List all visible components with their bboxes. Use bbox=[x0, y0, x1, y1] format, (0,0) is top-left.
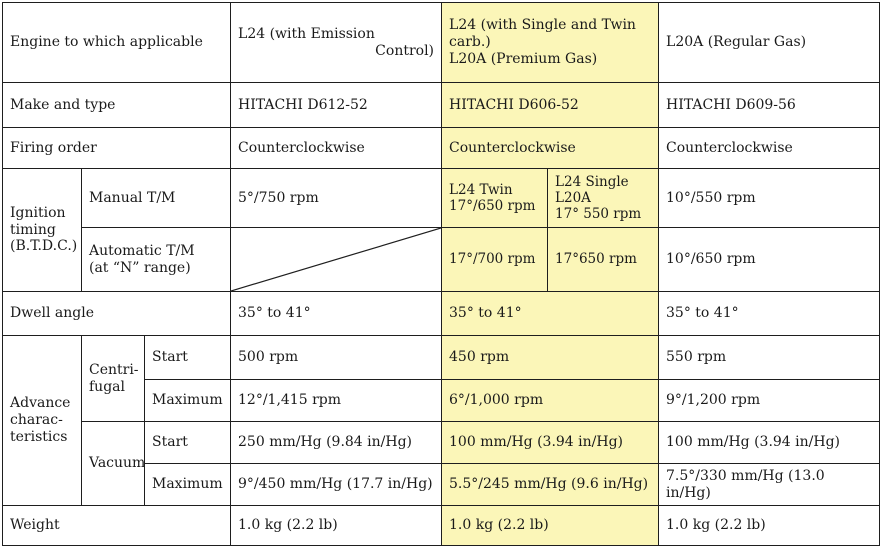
col2-engine-line1: L24 (with Single and Twin bbox=[449, 17, 636, 34]
manual-col2b: L24 Single L20A 17° 550 rpm bbox=[547, 168, 660, 228]
engine-applicable-label: Engine to which applicable bbox=[1, 2, 232, 83]
firing-col1: Counterclockwise bbox=[230, 127, 443, 169]
dwell-col1: 35° to 41° bbox=[230, 291, 443, 336]
manual-col3: 10°/550 rpm bbox=[658, 168, 881, 228]
make-row: Make and type HITACHI D612-52 HITACHI D6… bbox=[1, 82, 881, 128]
make-col2: HITACHI D606-52 bbox=[441, 82, 660, 128]
vacuum-start-col2: 100 mm/Hg (3.94 in/Hg) bbox=[441, 421, 660, 464]
col2-engine-line2: carb.) bbox=[449, 34, 491, 51]
centrifugal-start-label: Start bbox=[143, 335, 232, 380]
centrifugal-max-col2: 6°/1,000 rpm bbox=[441, 379, 660, 422]
vacuum-max-label: Maximum bbox=[143, 463, 232, 506]
vacuum-start-col1: 250 mm/Hg (9.84 in/Hg) bbox=[230, 421, 443, 464]
advance-label: Advance charac- teristics bbox=[2, 335, 82, 506]
manual-col2a: L24 Twin 17°/650 rpm bbox=[441, 168, 549, 228]
vacuum-start-row: Vacuum Start 250 mm/Hg (9.84 in/Hg) 100 … bbox=[3, 421, 881, 506]
centrifugal-max-col1: 12°/1,415 rpm bbox=[230, 379, 443, 422]
automatic-col2b: 17°650 rpm bbox=[547, 227, 660, 292]
weight-label: Weight bbox=[1, 505, 232, 546]
automatic-col2a: 17°/700 rpm bbox=[441, 227, 549, 292]
centrifugal-max-col3: 9°/1,200 rpm bbox=[658, 379, 881, 422]
col2-engine-line3: L20A (Premium Gas) bbox=[449, 50, 598, 67]
ignition-automatic-row: Automatic T/M (at “N” range) 17°/700 rpm… bbox=[3, 227, 881, 292]
manual-col2a-line2: 17°/650 rpm bbox=[449, 198, 536, 214]
firing-row: Firing order Counterclockwise Counterclo… bbox=[1, 127, 881, 169]
firing-label: Firing order bbox=[1, 127, 232, 169]
centrifugal-start-col1: 500 rpm bbox=[230, 335, 443, 380]
firing-col2: Counterclockwise bbox=[441, 127, 660, 169]
ignition-label-line1: Ignition bbox=[10, 204, 66, 221]
vacuum-label: Vacuum bbox=[81, 421, 145, 506]
manual-col2a-line1: L24 Twin bbox=[449, 181, 513, 198]
vacuum-start-col3: 100 mm/Hg (3.94 in/Hg) bbox=[658, 421, 881, 464]
vacuum-start-label: Start bbox=[143, 421, 232, 464]
vacuum-max-row: Maximum 9°/450 mm/Hg (17.7 in/Hg) 5.5°/2… bbox=[3, 463, 881, 506]
advance-label-line3: teristics bbox=[10, 428, 68, 445]
ignition-label: Ignition timing (B.T.D.C.) bbox=[2, 168, 82, 292]
col1-engine-line2: Control) bbox=[375, 42, 435, 59]
advance-label-line2: charac- bbox=[10, 412, 63, 429]
centrifugal-start-col3: 550 rpm bbox=[658, 335, 881, 380]
advance-label-line1: Advance bbox=[10, 395, 71, 412]
col1-engine-line1: L24 (with Emission bbox=[238, 25, 375, 42]
ignition-manual-row: Ignition timing (B.T.D.C.) Manual T/M 5°… bbox=[2, 168, 881, 292]
manual-col2b-line1: L24 Single bbox=[555, 173, 629, 190]
manual-tm-label: Manual T/M bbox=[80, 168, 232, 228]
centrifugal-label-line2: fugal bbox=[89, 378, 125, 395]
make-col3: HITACHI D609-56 bbox=[658, 82, 881, 128]
dwell-label: Dwell angle bbox=[1, 291, 232, 336]
centrifugal-start-col2: 450 rpm bbox=[441, 335, 660, 380]
col1-engine: L24 (with Emission Control) bbox=[230, 2, 443, 83]
weight-col2: 1.0 kg (2.2 lb) bbox=[441, 505, 660, 546]
weight-col1: 1.0 kg (2.2 lb) bbox=[230, 505, 443, 546]
centrifugal-max-label: Maximum bbox=[143, 379, 232, 422]
dwell-row: Dwell angle 35° to 41° 35° to 41° 35° to… bbox=[1, 291, 881, 336]
centrifugal-label-line1: Centri- bbox=[89, 361, 139, 378]
automatic-tm-label-line1: Automatic T/M bbox=[89, 242, 195, 259]
automatic-tm-label: Automatic T/M (at “N” range) bbox=[80, 227, 232, 292]
dwell-col3: 35° to 41° bbox=[658, 291, 881, 336]
weight-row: Weight 1.0 kg (2.2 lb) 1.0 kg (2.2 lb) 1… bbox=[1, 505, 881, 546]
vacuum-max-col1: 9°/450 mm/Hg (17.7 in/Hg) bbox=[230, 463, 443, 506]
centrifugal-label: Centri- fugal bbox=[81, 335, 145, 422]
diagonal-line bbox=[231, 228, 441, 291]
weight-col3: 1.0 kg (2.2 lb) bbox=[658, 505, 881, 546]
col2-engine: L24 (with Single and Twin carb.) L20A (P… bbox=[441, 2, 660, 83]
automatic-tm-label-line2: (at “N” range) bbox=[89, 259, 191, 276]
col3-engine: L20A (Regular Gas) bbox=[658, 2, 881, 83]
dwell-col2: 35° to 41° bbox=[441, 291, 660, 336]
ignition-label-line2: timing bbox=[10, 221, 56, 238]
header-row: Engine to which applicable L24 (with Emi… bbox=[1, 2, 881, 83]
automatic-col1-not-applicable bbox=[230, 227, 443, 292]
automatic-col3: 10°/650 rpm bbox=[658, 227, 881, 292]
manual-col1: 5°/750 rpm bbox=[230, 168, 443, 228]
ignition-label-line3: (B.T.D.C.) bbox=[10, 238, 78, 255]
make-label: Make and type bbox=[1, 82, 232, 128]
centrifugal-max-row: Maximum 12°/1,415 rpm 6°/1,000 rpm 9°/1,… bbox=[3, 379, 881, 422]
manual-col2b-line3: 17° 550 rpm bbox=[555, 206, 642, 223]
vacuum-max-col3: 7.5°/330 mm/Hg (13.0 in/Hg) bbox=[658, 463, 881, 506]
make-col1: HITACHI D612-52 bbox=[230, 82, 443, 128]
firing-col3: Counterclockwise bbox=[658, 127, 881, 169]
manual-col2b-line2: L20A bbox=[555, 189, 591, 206]
vacuum-max-col2: 5.5°/245 mm/Hg (9.6 in/Hg) bbox=[441, 463, 660, 506]
centrifugal-start-row: Advance charac- teristics Centri- fugal … bbox=[2, 335, 881, 506]
